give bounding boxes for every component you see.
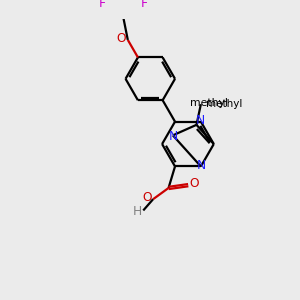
Text: H: H bbox=[133, 205, 142, 218]
Text: F: F bbox=[99, 0, 106, 10]
Text: N: N bbox=[169, 130, 178, 143]
Text: methyl: methyl bbox=[190, 98, 228, 108]
Text: O: O bbox=[117, 32, 126, 45]
Text: methyl: methyl bbox=[206, 99, 242, 109]
Text: N: N bbox=[197, 158, 206, 172]
Text: F: F bbox=[141, 0, 148, 10]
Text: O: O bbox=[142, 191, 152, 204]
Text: O: O bbox=[190, 177, 199, 190]
Text: N: N bbox=[196, 114, 206, 127]
